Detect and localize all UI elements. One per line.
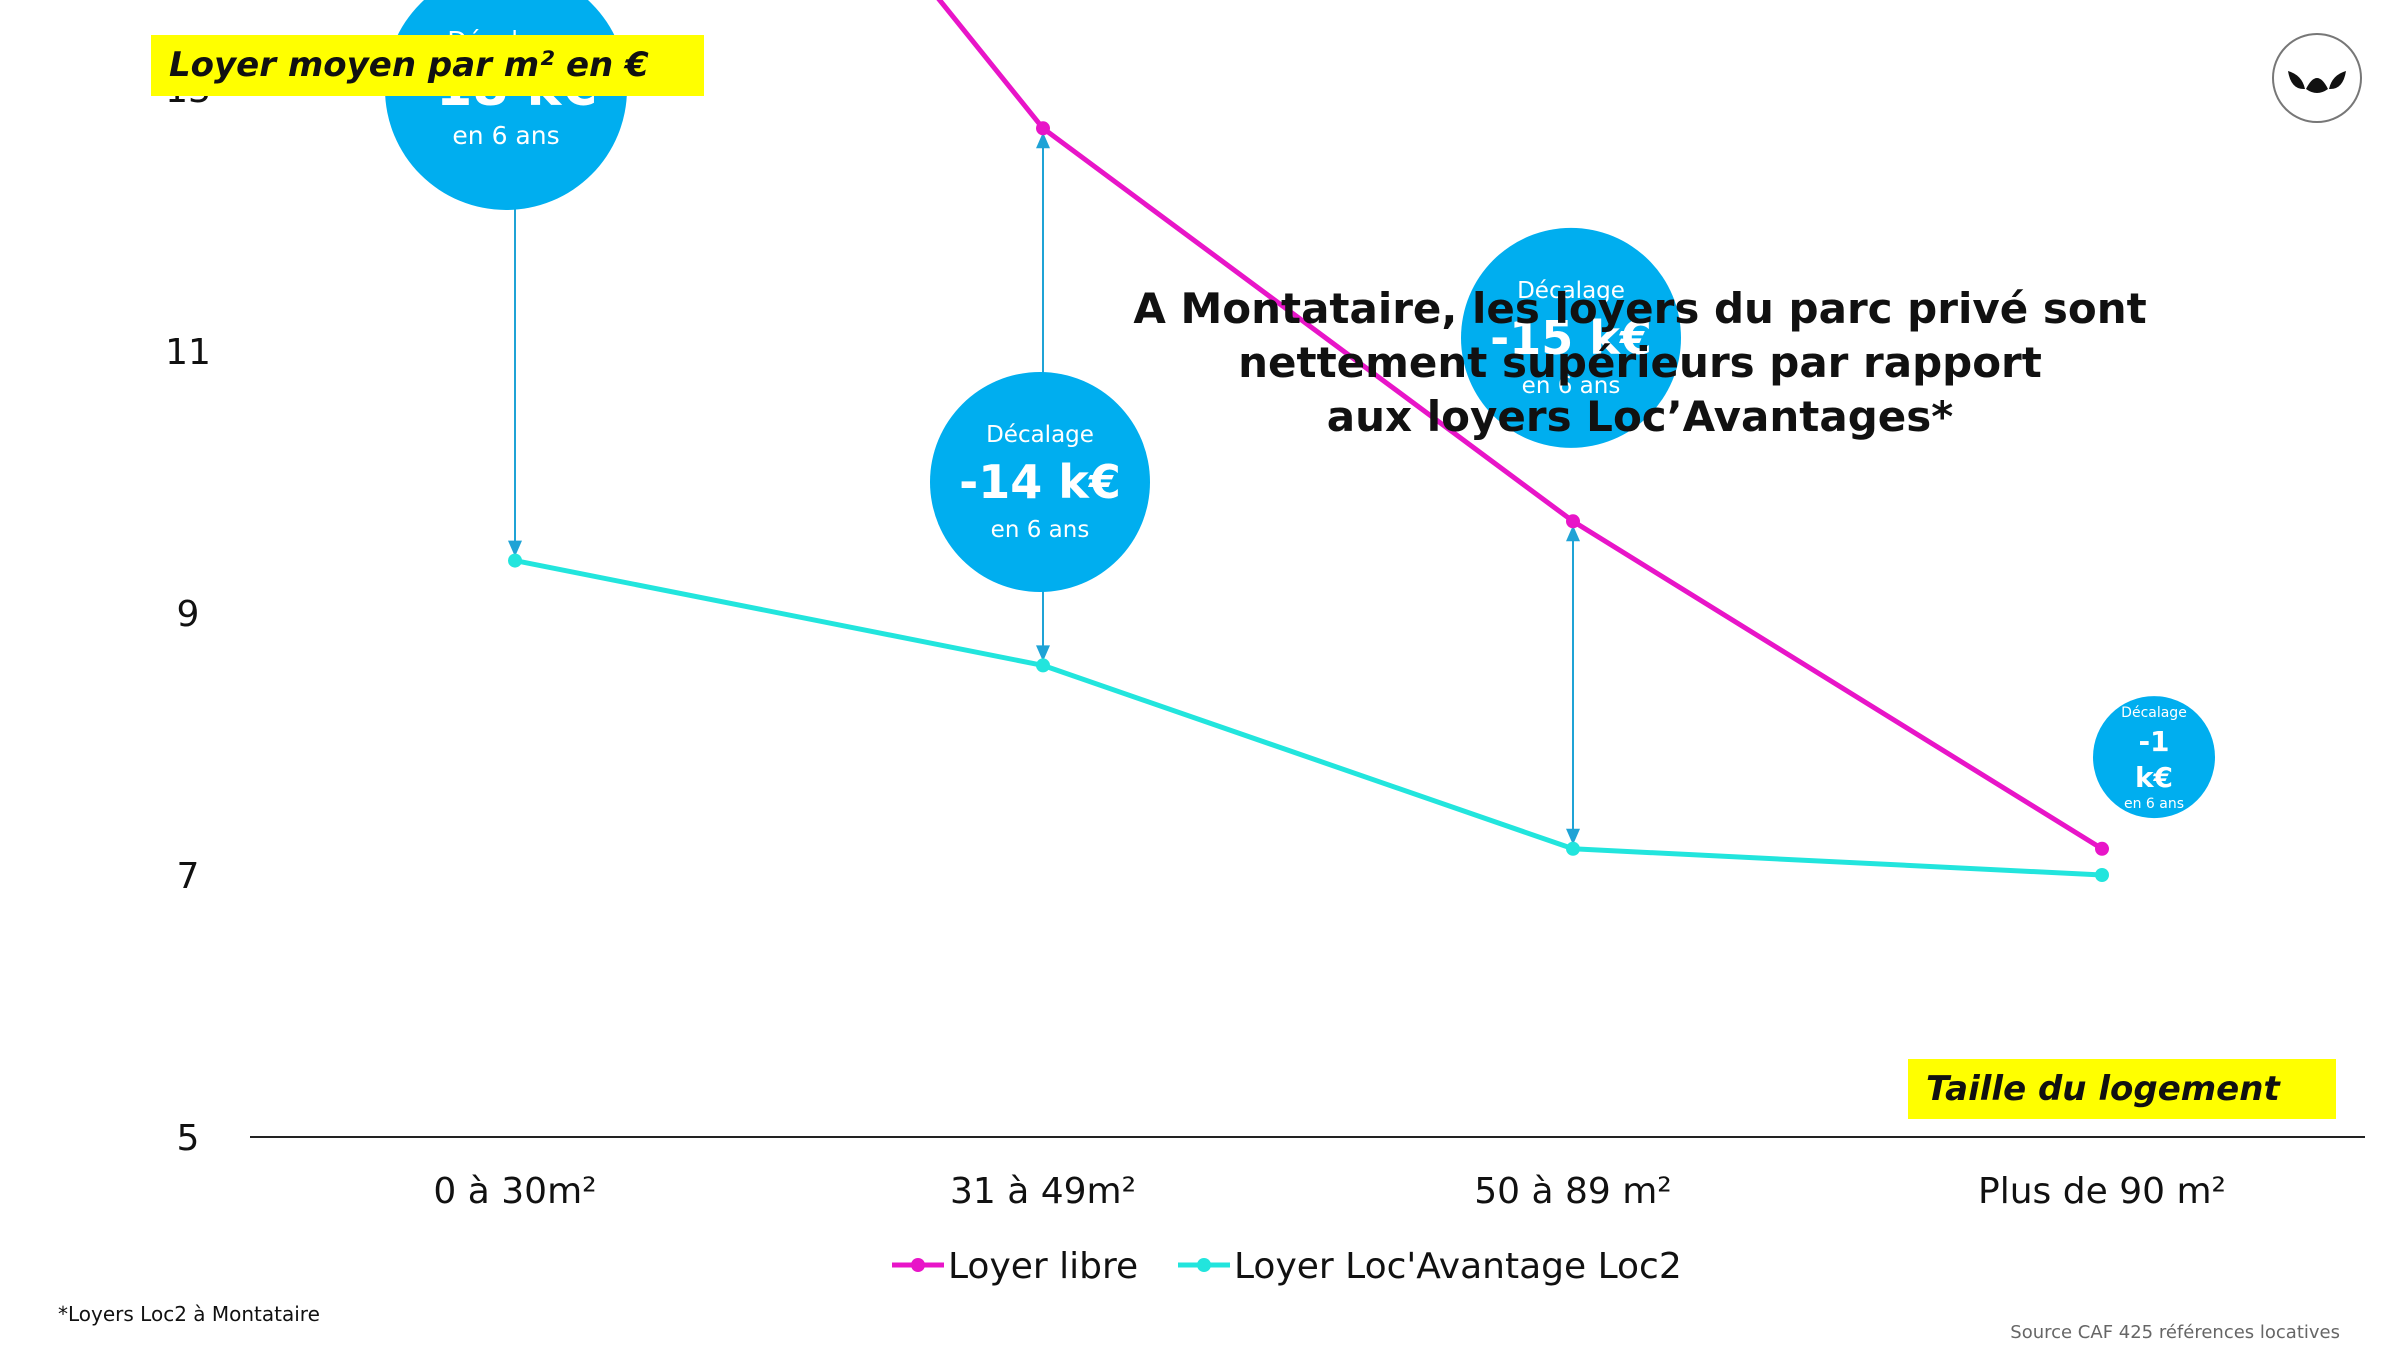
bubble-value: -1 (2138, 725, 2169, 758)
y-axis-ticks: 1917151311975 (165, 70, 211, 1159)
bubble-sub: en 6 ans (452, 121, 559, 150)
bubble-sub: en 6 ans (2124, 796, 2184, 812)
data-point (508, 553, 522, 568)
bubble-sub: en 6 ans (991, 517, 1090, 543)
bubble-label: Décalage (1517, 278, 1625, 304)
bubble-label: Décalage (986, 422, 1094, 448)
brand-logo (2272, 33, 2362, 123)
difference-bubble: Décalage -14 k€ en 6 ans (930, 372, 1150, 592)
series-line (936, 0, 2104, 851)
x-tick-label: 31 à 49m² (950, 1171, 1136, 1212)
data-point (2095, 868, 2109, 882)
bubble-circle (1461, 227, 1681, 448)
x-axis-label-box: Taille du logement (1908, 1059, 2336, 1119)
data-point (1566, 514, 1580, 529)
arrow-head-down-icon (1036, 645, 1050, 662)
x-tick-label: 50 à 89 m² (1474, 1171, 1672, 1212)
footnote: *Loyers Loc2 à Montataire (58, 1302, 320, 1326)
legend-swatch-marker (1197, 1258, 1211, 1272)
chart-headline: A Montataire, les loyers du parc privé s… (1100, 282, 2180, 444)
legend-label: Loyer Loc'Avantage Loc2 (1234, 1246, 1682, 1287)
y-tick-label: 5 (177, 1118, 200, 1159)
data-point (1036, 658, 1050, 673)
series-line (514, 558, 2103, 878)
y-tick-label: 7 (177, 856, 200, 897)
difference-bubble: Décalage-18 k€en 6 ans (385, 0, 627, 210)
bubble-label: Décalage (2121, 705, 2187, 721)
headline-line-1: A Montataire, les loyers du parc privé s… (1133, 284, 2147, 333)
difference-bubbles: Décalage-18 k€en 6 ans Décalage -14 k€ en 6… (385, 0, 2215, 819)
legend-label: Loyer libre (948, 1246, 1138, 1287)
x-tick-label: 0 à 30m² (433, 1171, 596, 1212)
bubble-sub: en 6 ans (1522, 373, 1621, 399)
series-lines (508, 0, 2109, 882)
bubble-value: -15 k€ (1490, 311, 1652, 365)
x-axis-ticks: 0 à 30m² 31 à 49m² 50 à 89 m² Plus de 90 m² (433, 1171, 2226, 1212)
difference-bubble: Décalage -1k€ en 6 ans (2093, 696, 2215, 819)
y-axis-label: Loyer moyen par m² en € (169, 45, 649, 85)
data-point (2095, 841, 2109, 856)
legend-swatch-marker (911, 1258, 925, 1272)
data-point (1566, 841, 1580, 856)
arrow-head-up-icon (1566, 525, 1580, 542)
bubble-circle (2093, 696, 2215, 819)
arrow-head-down-icon (1566, 828, 1580, 845)
x-axis-label: Taille du logement (1926, 1069, 2280, 1109)
headline-line-2: nettement supérieurs par rapport (1238, 338, 2042, 387)
y-tick-label: 11 (165, 332, 211, 373)
headline-line-3: aux loyers Loc’Avantages* (1326, 392, 1954, 441)
arrow-head-down-icon (508, 540, 522, 557)
bubble-value: -14 k€ (959, 455, 1121, 509)
source-note: Source CAF 425 références locatives (2010, 1322, 2340, 1343)
arrow-head-up-icon (1036, 132, 1050, 149)
data-point (1036, 121, 1050, 136)
y-tick-label: 9 (177, 594, 200, 635)
bubble-circle (930, 372, 1150, 592)
bubble-value-unit: k€ (2135, 761, 2173, 794)
leaf-logo-icon (2288, 71, 2346, 93)
legend: Loyer libre Loyer Loc'Avantage Loc2 (892, 1246, 1682, 1287)
difference-bubble: Décalage -15 k€ en 6 ans (1461, 227, 1681, 448)
y-axis-label-box: Loyer moyen par m² en € (151, 35, 704, 96)
x-tick-label: Plus de 90 m² (1978, 1171, 2226, 1212)
